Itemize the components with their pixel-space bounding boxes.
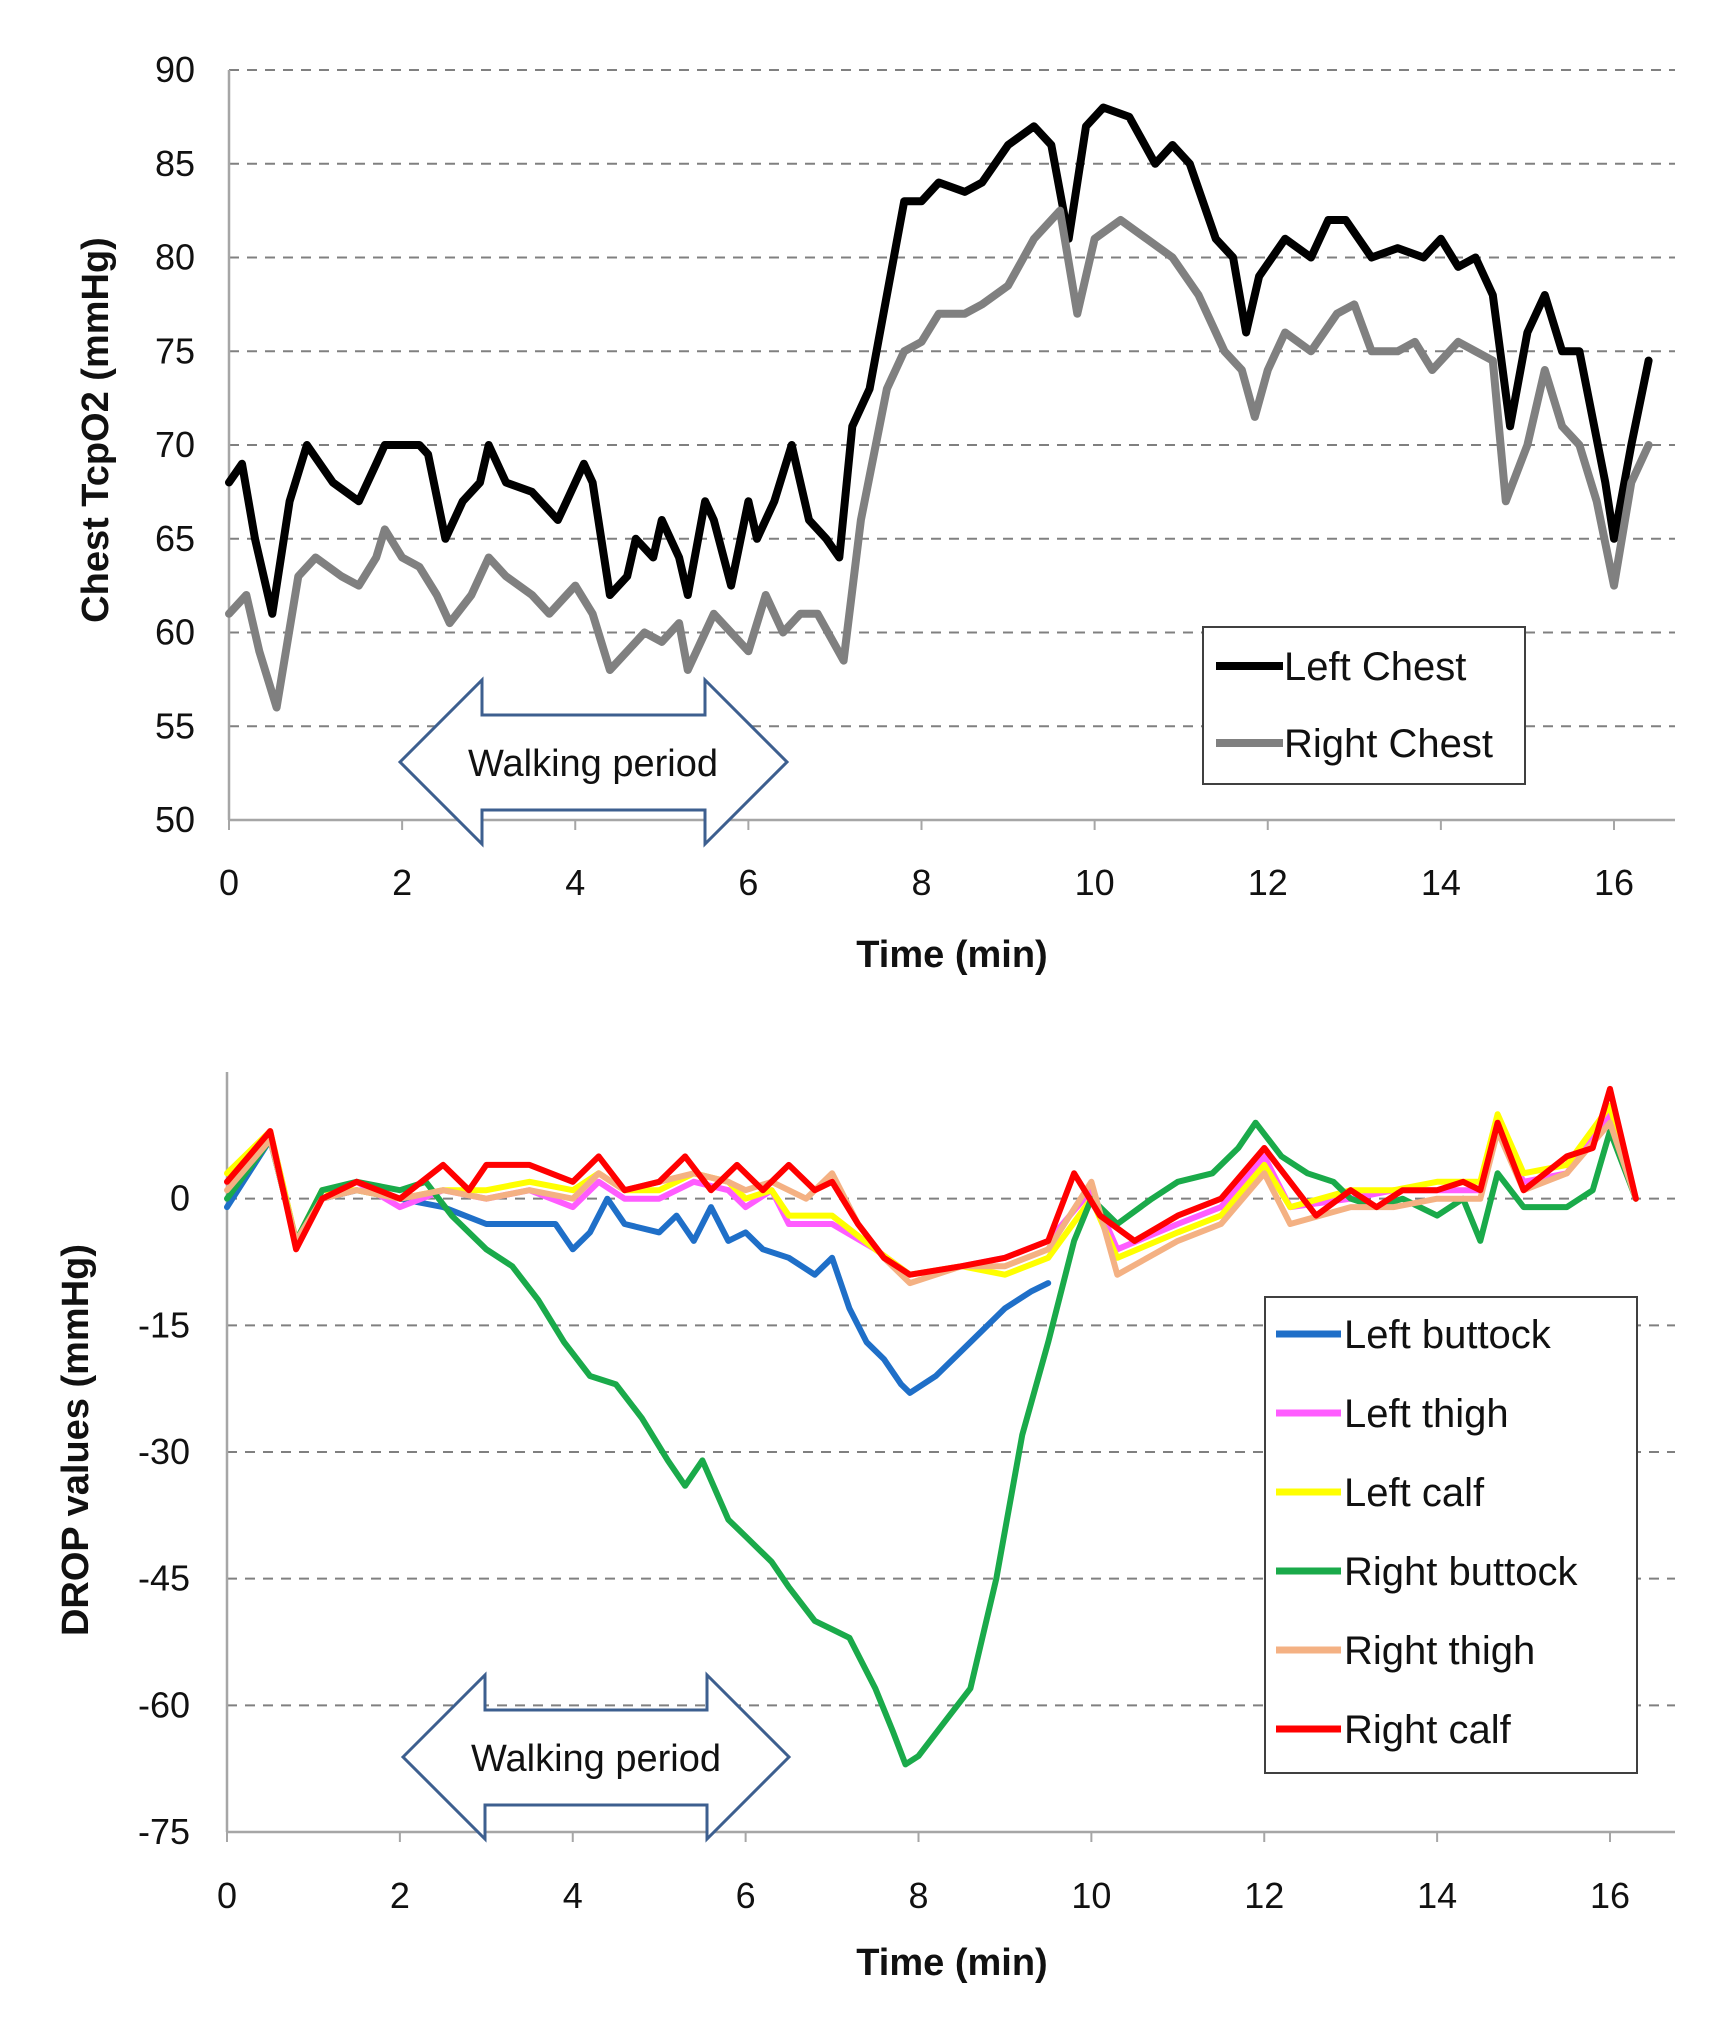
top-walking-period-label: Walking period — [468, 743, 718, 785]
bottom-legend: Left buttock Left thigh Left calf Right but… — [1264, 1296, 1638, 1774]
bottom-legend-label-left-buttock: Left buttock — [1344, 1313, 1552, 1357]
top-series-group — [225, 103, 1653, 712]
top-legend-label-left-chest: Left Chest — [1284, 645, 1466, 689]
top-x-tick-label: 14 — [1421, 862, 1461, 903]
bottom-walking-arrow-shape — [400, 1671, 792, 1843]
top-y-tick-label: 80 — [155, 237, 195, 278]
bot-series-right-calf — [224, 1085, 1639, 1278]
bottom-legend-box — [1264, 1296, 1638, 1774]
top-walking-arrow-shape — [397, 676, 790, 848]
top-y-tick-label: 50 — [155, 799, 195, 840]
bot-y-tick-label: 0 — [170, 1178, 190, 1219]
bottom-y-axis-title: DROP values (mmHg) — [55, 1244, 97, 1636]
bot-series-right-buttock — [224, 1119, 1639, 1768]
bot-series-left-buttock — [224, 1136, 1052, 1396]
top-gridlines — [229, 69, 1675, 728]
top-legend-box — [1202, 626, 1526, 785]
bottom-series-group — [224, 1085, 1639, 1768]
drop-values-chart: -75 -60 -45 -30 -15 0 0 2 4 6 8 10 12 14 16 Walking p… — [55, 1072, 1675, 1984]
top-x-tick-label: 2 — [392, 862, 412, 903]
bottom-walking-period-annotation: Walking period — [400, 1671, 792, 1843]
top-y-tick-label: 55 — [155, 705, 195, 746]
bot-y-tick-label: -30 — [138, 1431, 190, 1472]
bottom-y-tick-labels: -75 -60 -45 -30 -15 0 — [138, 1178, 190, 1852]
top-x-tick-label: 4 — [565, 862, 585, 903]
top-x-tick-label: 10 — [1075, 862, 1115, 903]
bot-y-tick-label: -60 — [138, 1684, 190, 1725]
top-x-tick-labels: 0 2 4 6 8 10 12 14 16 — [219, 820, 1634, 903]
bot-x-tick-label: 10 — [1071, 1875, 1111, 1916]
top-series-right-chest — [225, 206, 1653, 712]
top-y-tick-label: 75 — [155, 330, 195, 371]
bot-x-tick-label: 16 — [1590, 1875, 1630, 1916]
top-legend: Left Chest Right Chest — [1202, 626, 1526, 785]
bot-x-tick-label: 2 — [390, 1875, 410, 1916]
top-y-tick-label: 70 — [155, 424, 195, 465]
top-x-tick-label: 8 — [911, 862, 931, 903]
bottom-legend-label-right-thigh: Right thigh — [1344, 1629, 1535, 1673]
top-x-tick-label: 16 — [1594, 862, 1634, 903]
top-y-axis-title: Chest TcpO2 (mmHg) — [75, 237, 117, 623]
bottom-walking-period-label: Walking period — [471, 1738, 721, 1780]
bottom-legend-items: Left buttock Left thigh Left calf Right but… — [1276, 1313, 1578, 1752]
bottom-legend-label-right-calf: Right calf — [1344, 1708, 1512, 1752]
bot-y-tick-label: -75 — [138, 1811, 190, 1852]
bottom-legend-label-left-calf: Left calf — [1344, 1471, 1485, 1515]
top-x-tick-label: 0 — [219, 862, 239, 903]
bot-x-tick-label: 14 — [1417, 1875, 1457, 1916]
bottom-legend-label-right-buttock: Right buttock — [1344, 1550, 1578, 1594]
bottom-x-tick-labels: 0 2 4 6 8 10 12 14 16 — [217, 1832, 1630, 1916]
top-y-tick-labels: 50 55 60 65 70 75 80 85 90 — [155, 49, 195, 840]
bot-x-tick-label: 0 — [217, 1875, 237, 1916]
top-x-tick-label: 12 — [1248, 862, 1288, 903]
bot-x-tick-label: 6 — [736, 1875, 756, 1916]
top-y-tick-label: 60 — [155, 612, 195, 653]
top-x-axis-title: Time (min) — [856, 934, 1047, 976]
top-walking-period-annotation: Walking period — [397, 676, 790, 848]
top-series-left-chest — [225, 103, 1653, 618]
bottom-x-axis-title: Time (min) — [856, 1942, 1047, 1984]
chest-tcpo2-chart: 50 55 60 65 70 75 80 85 90 0 2 4 6 8 10 12 14 16 Walking… — [75, 49, 1675, 976]
top-y-tick-label: 65 — [155, 518, 195, 559]
bottom-legend-label-left-thigh: Left thigh — [1344, 1392, 1509, 1436]
bot-x-tick-label: 4 — [563, 1875, 583, 1916]
top-legend-label-right-chest: Right Chest — [1284, 722, 1493, 766]
bot-x-tick-label: 8 — [908, 1875, 928, 1916]
bot-y-tick-label: -15 — [138, 1304, 190, 1345]
bot-y-tick-label: -45 — [138, 1558, 190, 1599]
top-y-tick-label: 85 — [155, 143, 195, 184]
top-y-tick-label: 90 — [155, 49, 195, 90]
bot-x-tick-label: 12 — [1244, 1875, 1284, 1916]
top-x-tick-label: 6 — [738, 862, 758, 903]
